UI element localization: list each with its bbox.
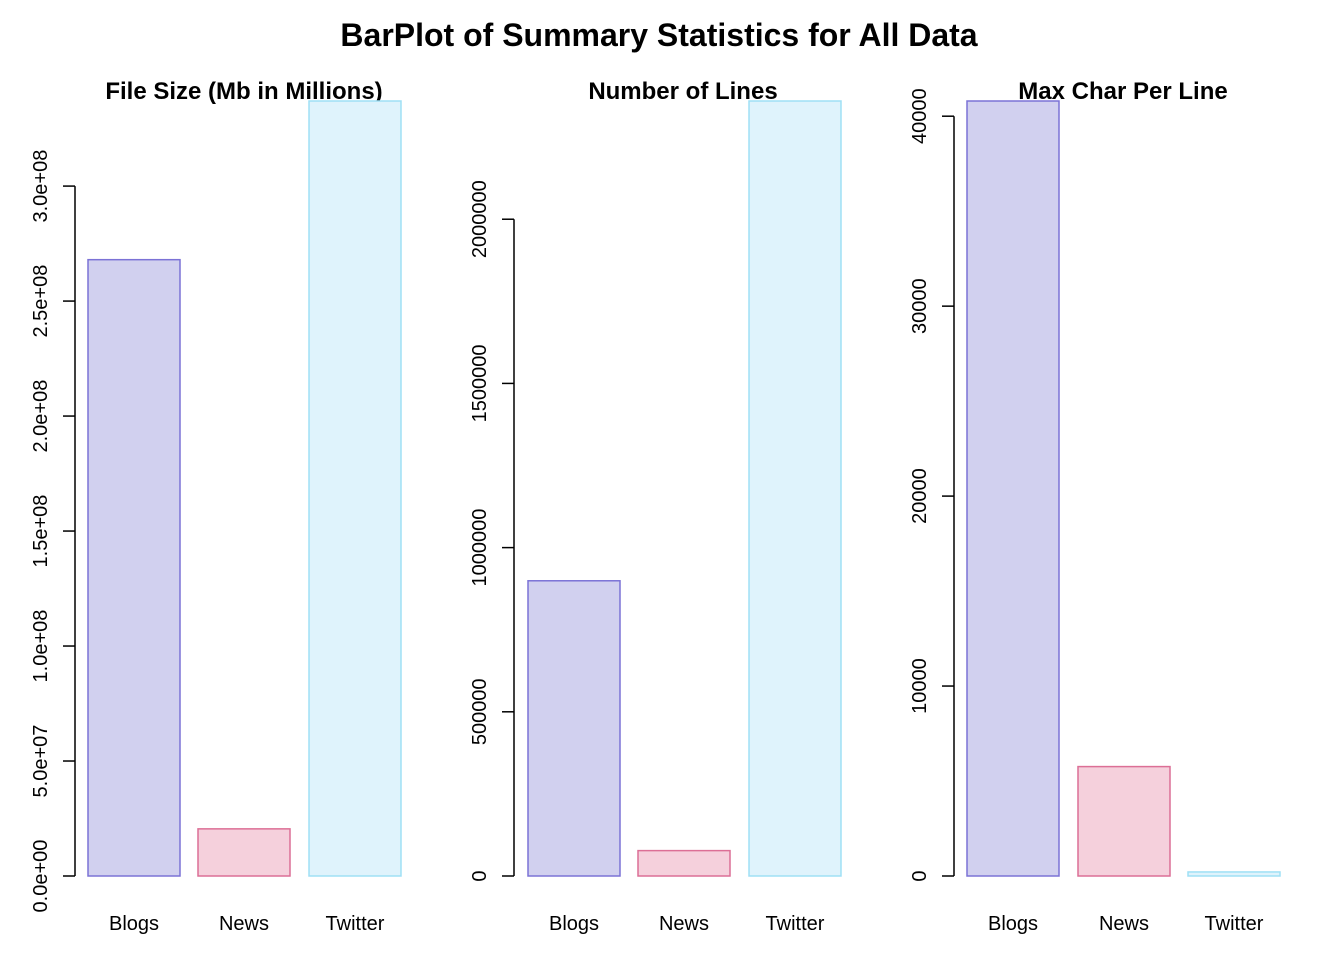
- main-title: BarPlot of Summary Statistics for All Da…: [340, 17, 977, 53]
- panel-title-number-of-lines: Number of Lines: [588, 78, 777, 105]
- bar-twitter: [1187, 871, 1281, 877]
- y-tick-label: 1.0e+08: [30, 610, 52, 683]
- y-tick-label: 0.0e+00: [30, 840, 52, 913]
- y-tick-label: 1500000: [469, 344, 491, 422]
- category-label-blogs: Blogs: [549, 913, 599, 935]
- y-tick-label: 20000: [909, 468, 931, 524]
- panel-number-of-lines: Number of Lines 0 500000 1000000 1500000 2000…: [469, 78, 842, 935]
- y-tick-label: 40000: [909, 88, 931, 144]
- y-tick-label: 1.5e+08: [30, 495, 52, 568]
- bar-news: [1077, 765, 1171, 877]
- bar-news: [197, 828, 291, 877]
- panel-file-size: File Size (Mb in Millions)0.0e+005.0e+07…: [30, 78, 402, 935]
- category-label-blogs: Blogs: [988, 913, 1038, 935]
- category-label-blogs: Blogs: [109, 913, 159, 935]
- y-tick-label: 500000: [469, 678, 491, 745]
- bar-blogs: [966, 100, 1060, 877]
- y-tick-label: 0: [469, 870, 491, 881]
- y-tick-label: 5.0e+07: [30, 725, 52, 798]
- category-label-twitter: Twitter: [326, 913, 385, 935]
- bar-news: [637, 849, 731, 877]
- bar-blogs: [527, 580, 621, 877]
- category-label-twitter: Twitter: [766, 913, 825, 935]
- bar-twitter: [308, 100, 402, 877]
- y-tick-label: 1000000: [469, 509, 491, 587]
- y-tick-label: 2000000: [469, 180, 491, 258]
- panel-max-char-per-line: Max Char Per Line010000200003000040000Bl…: [909, 78, 1281, 935]
- y-tick-label: 3.0e+08: [30, 150, 52, 223]
- category-label-news: News: [1099, 913, 1149, 935]
- y-tick-label: 2.0e+08: [30, 380, 52, 453]
- y-tick-label: 2.5e+08: [30, 265, 52, 338]
- category-label-news: News: [659, 913, 709, 935]
- category-label-twitter: Twitter: [1205, 913, 1264, 935]
- bar-twitter: [748, 100, 842, 877]
- y-tick-label: 0: [909, 870, 931, 881]
- y-tick-label: 10000: [909, 658, 931, 714]
- category-label-news: News: [219, 913, 269, 935]
- y-tick-label: 30000: [909, 278, 931, 334]
- bar-blogs: [87, 258, 181, 877]
